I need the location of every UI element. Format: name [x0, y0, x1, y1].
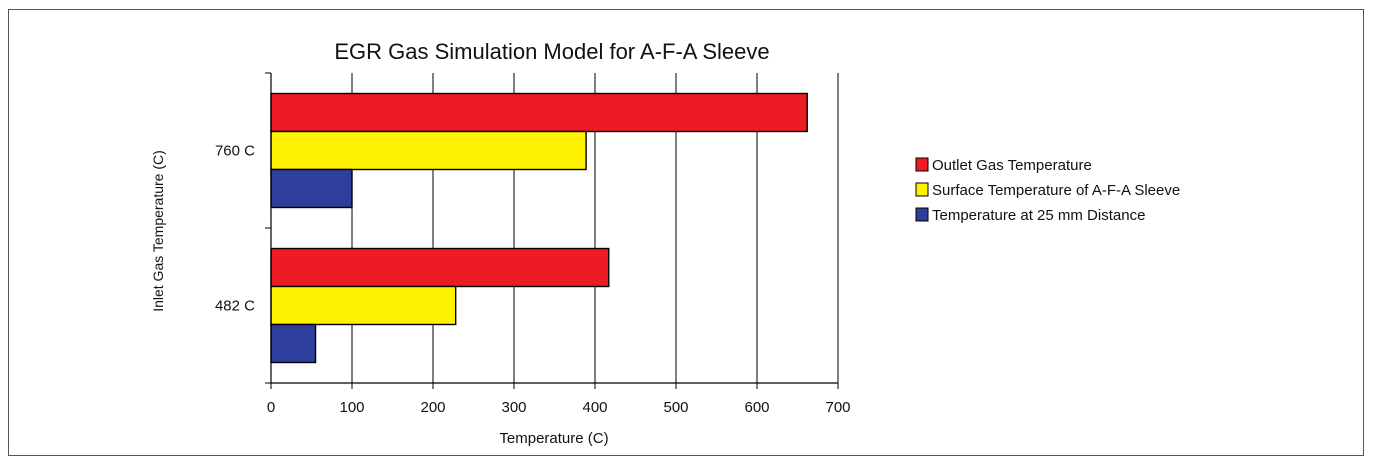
x-tick-labels: 0 100 200 300 400 500 600 700: [267, 399, 851, 416]
x-tick-label: 200: [420, 399, 445, 416]
legend-swatch: [915, 182, 929, 197]
bar: [270, 285, 457, 326]
legend-swatch: [915, 157, 929, 172]
chart-frame: [8, 9, 1364, 456]
legend-swatch: [915, 207, 929, 222]
category-label: 760 C: [215, 143, 255, 160]
bars: [270, 92, 808, 364]
chart-title: EGR Gas Simulation Model for A-F-A Sleev…: [334, 39, 769, 64]
bar: [270, 168, 353, 209]
bar: [270, 130, 587, 171]
legend-label: Surface Temperature of A-F-A Sleeve: [932, 182, 1180, 199]
legend-label: Outlet Gas Temperature: [932, 157, 1092, 174]
x-tick-label: 400: [582, 399, 607, 416]
x-tick-label: 600: [744, 399, 769, 416]
category-labels: 760 C 482 C: [215, 143, 255, 315]
x-tick-label: 700: [825, 399, 850, 416]
x-tick-label: 100: [339, 399, 364, 416]
y-axis-title: Inlet Gas Temperature (C): [150, 150, 166, 312]
bar: [270, 323, 317, 364]
axes: [265, 72, 839, 389]
x-tick-label: 500: [663, 399, 688, 416]
x-axis-title: Temperature (C): [499, 430, 608, 447]
x-tick-label: 0: [267, 399, 275, 416]
x-tick-label: 300: [501, 399, 526, 416]
legend-label: Temperature at 25 mm Distance: [932, 207, 1145, 224]
category-label: 482 C: [215, 298, 255, 315]
bar: [270, 92, 808, 133]
legend: Outlet Gas Temperature Surface Temperatur…: [915, 157, 1180, 224]
bar: [270, 247, 610, 288]
